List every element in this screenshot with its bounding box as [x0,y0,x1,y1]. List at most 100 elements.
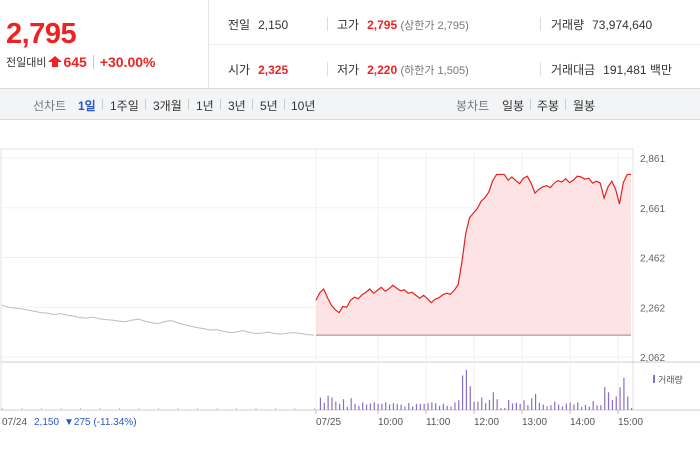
period-3y[interactable]: 3년 [228,99,246,113]
low-label: 저가 [337,63,360,77]
divider [188,99,189,110]
volume-bar [255,408,257,410]
volume-bar [450,406,452,410]
row-divider [208,44,700,45]
volume-bar [423,403,425,410]
volume-bar [604,387,606,410]
divider [540,17,541,31]
today-area-fill [316,174,631,336]
volume-bar [534,394,537,410]
volume-bar [197,408,198,410]
y-tick-label: 2,861 [640,154,665,165]
period-1d[interactable]: 1일 [78,99,96,113]
volume-bar [396,403,398,410]
volume-bar [438,405,441,410]
prev-close-value: 2,150 [258,18,289,32]
period-toolbar: 선차트 1일 1주일 3개월 1년 3년 5년 10년 봉차트 일봉 주봉 월봉 [0,89,700,120]
volume-bar [446,405,448,410]
volume-bar [554,401,556,410]
period-1w[interactable]: 1주일 [110,99,139,113]
change-amount: 645 [63,54,87,70]
volume-bar [515,402,517,410]
candle-monthly[interactable]: 월봉 [573,99,596,113]
candle-daily[interactable]: 일봉 [502,99,525,113]
volume-bar [569,402,571,410]
period-5y[interactable]: 5년 [260,99,278,113]
volume-bar [473,401,475,410]
volume-bar [623,377,625,410]
volume-bar [358,405,360,410]
volume-bar [454,402,456,410]
volume-bar [561,406,564,410]
y-tick-label: 2,661 [640,204,665,215]
x-tick-label: 15:00 [618,417,643,428]
period-1y[interactable]: 1년 [196,99,214,113]
volume-legend-label: 거래량 [658,374,683,385]
x-tick-label: 10:00 [378,417,403,428]
volume-bar [350,398,352,410]
divider [327,17,328,31]
prev-day-close: 2,150 [34,417,59,428]
price-chart[interactable]: 2,861 2,661 2,462 2,262 2,062 07/25 10:00 11:0… [0,120,700,450]
volume-bar [592,401,594,410]
volume-bar [335,401,337,410]
today-area [316,174,631,336]
volume-bar [294,408,296,410]
divider [220,99,221,110]
prev-day-info: 07/24 2,150 ▼275 (-11.34%) [2,417,137,428]
x-tick-label: 13:00 [522,417,547,428]
period-10y[interactable]: 10년 [291,99,316,113]
divider [92,55,94,69]
trade-value-label: 거래대금 [551,63,596,77]
volume-bar [523,400,525,410]
volume-bar [365,404,368,410]
candle-weekly[interactable]: 주봉 [537,99,560,113]
divider [530,99,531,110]
volume-bar [314,408,315,410]
volume-bar [216,408,218,410]
open-value: 2,325 [258,63,289,77]
prev-day-change: ▼275 (-11.34%) [64,417,137,428]
high-label: 고가 [337,18,360,32]
volume-bar [469,386,471,410]
volume-bar [138,408,140,410]
volume-bar [327,395,329,410]
lower-limit: (하한가 1,505) [400,65,469,77]
volume-bar [323,402,325,410]
prev-close: 전일 2,150 [228,16,288,33]
volume-bar [60,408,62,410]
volume-bar [354,403,356,410]
volume-bar [584,404,587,410]
volume-bar [611,399,613,410]
volume-bar [465,370,468,410]
volume-bar [527,405,529,410]
volume-bar [615,396,617,410]
change-label: 전일대비 [6,57,47,69]
high-price: 고가 2,795 (상한가 2,795) [337,16,469,33]
volume-bar [346,406,348,410]
price-box: 2,795 전일대비 645 +30.00% [0,0,209,88]
prev-day-line [1,304,315,336]
volume-bar [607,392,610,410]
volume-bar [369,403,371,410]
period-3m[interactable]: 3개월 [153,99,182,113]
volume-bar [588,406,590,410]
volume-bar [627,396,629,410]
trade-value-unit: 백만 [649,63,672,77]
candle-chart-label: 봉차트 [456,99,490,113]
volume-bar [377,403,379,410]
volume-bar [435,403,437,410]
divider [540,62,541,76]
prev-day-series [1,304,315,336]
volume-bar [519,403,521,410]
volume-bar [531,398,533,410]
open-price: 시가 2,325 [228,61,288,78]
volume-bar [404,406,406,410]
volume-bar [236,408,237,410]
volume-bar [538,402,541,410]
x-axis-ticks: 07/25 10:00 11:00 12:00 13:00 14:00 15:00 [315,410,643,428]
open-label: 시가 [228,63,251,77]
volume-bar [400,404,402,410]
volume-legend-swatch [653,375,655,383]
up-arrow-icon [48,56,63,67]
